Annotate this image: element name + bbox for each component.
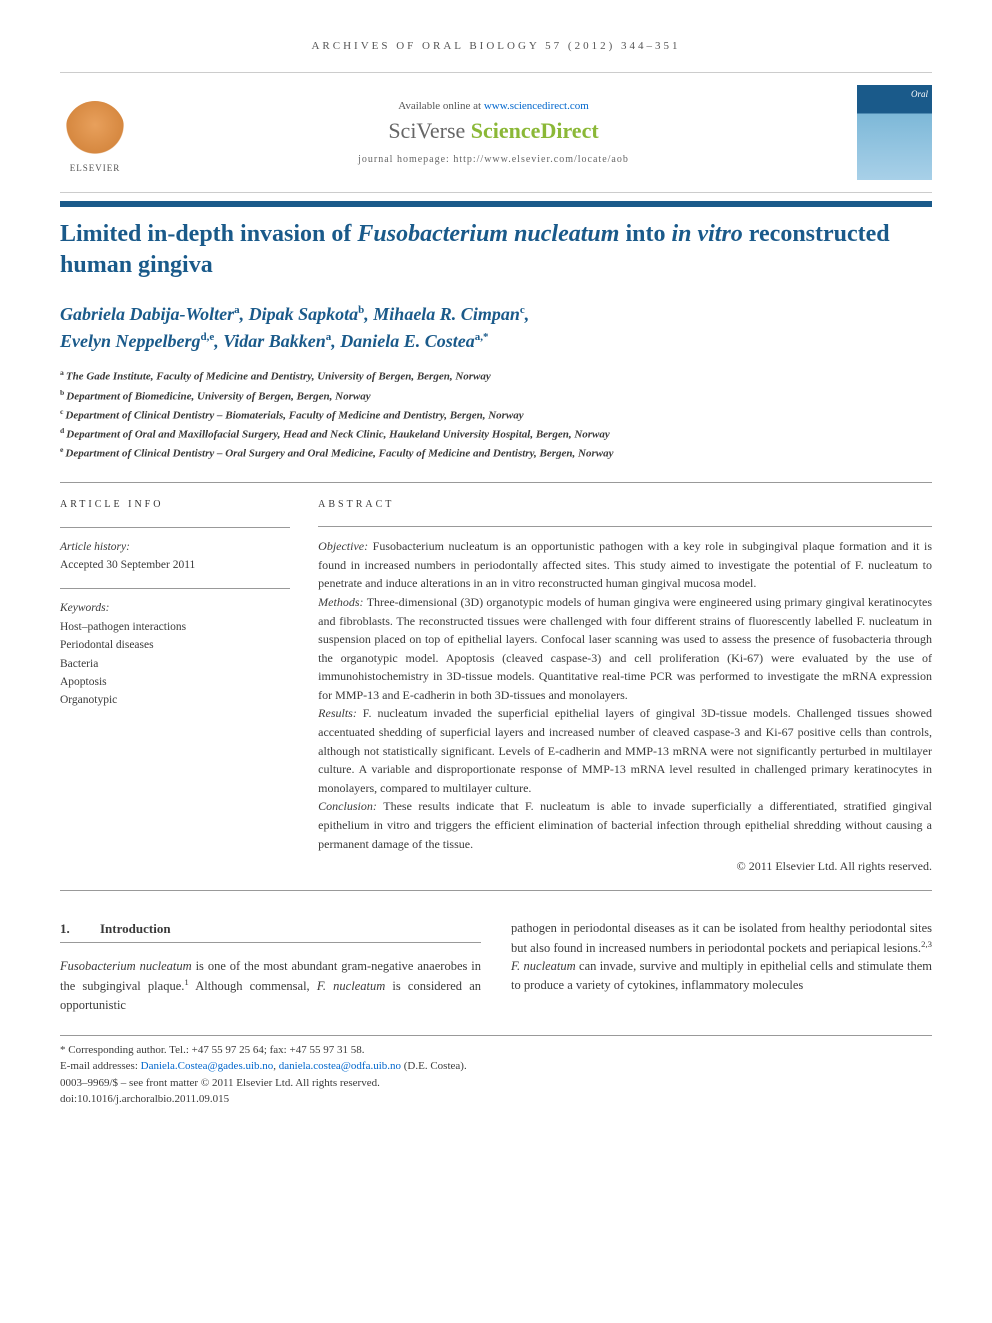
- author: Vidar Bakkena: [223, 331, 331, 351]
- journal-header: ARCHIVES OF ORAL BIOLOGY 57 (2012) 344–3…: [60, 40, 932, 52]
- title-bar: [60, 201, 932, 207]
- sciverse-logo: SciVerse ScienceDirect: [130, 118, 857, 144]
- abstract-objective: Objective: Fusobacterium nucleatum is an…: [318, 537, 932, 593]
- author: Dipak Sapkotab: [249, 304, 365, 324]
- title-part: Limited in-depth invasion of: [60, 221, 357, 247]
- abstract-conclusion: Conclusion: These results indicate that …: [318, 797, 932, 853]
- abstract-copyright: © 2011 Elsevier Ltd. All rights reserved…: [318, 857, 932, 876]
- keyword: Periodontal diseases: [60, 636, 290, 654]
- article-info-panel: ARTICLE INFO Article history: Accepted 3…: [60, 483, 304, 890]
- accepted-date: Accepted 30 September 2011: [60, 556, 290, 574]
- elsevier-logo: ELSEVIER: [60, 93, 130, 173]
- abstract-panel: ABSTRACT Objective: Fusobacterium nuclea…: [304, 483, 932, 890]
- affiliation: cDepartment of Clinical Dentistry – Biom…: [60, 406, 932, 425]
- body-column-left: 1.Introduction Fusobacterium nucleatum i…: [60, 919, 481, 1015]
- title-italic: Fusobacterium nucleatum: [357, 221, 619, 247]
- keyword: Organotypic: [60, 691, 290, 709]
- author: Evelyn Neppelbergd,e: [60, 331, 214, 351]
- affiliation: aThe Gade Institute, Faculty of Medicine…: [60, 367, 932, 386]
- sciverse-prefix: SciVerse: [388, 118, 470, 143]
- body-paragraph: Fusobacterium nucleatum is one of the mo…: [60, 957, 481, 1014]
- citation-ref[interactable]: 2,3: [921, 939, 932, 949]
- doi-line: doi:10.1016/j.archoralbio.2011.09.015: [60, 1091, 932, 1108]
- elsevier-tree-icon: [65, 101, 125, 161]
- available-prefix: Available online at: [398, 100, 484, 112]
- article-info-heading: ARTICLE INFO: [60, 497, 290, 513]
- author: Gabriela Dabija-Woltera: [60, 304, 240, 324]
- keyword: Host–pathogen interactions: [60, 618, 290, 636]
- body-columns: 1.Introduction Fusobacterium nucleatum i…: [60, 919, 932, 1015]
- author-list: Gabriela Dabija-Woltera, Dipak Sapkotab,…: [60, 301, 932, 355]
- journal-cover-thumbnail: Oral: [857, 85, 932, 180]
- sciencedirect-link[interactable]: www.sciencedirect.com: [484, 100, 589, 112]
- abstract-methods: Methods: Three-dimensional (3D) organoty…: [318, 593, 932, 705]
- sciencedirect-word: ScienceDirect: [471, 118, 599, 143]
- info-abstract-row: ARTICLE INFO Article history: Accepted 3…: [60, 482, 932, 891]
- abstract-heading: ABSTRACT: [318, 497, 932, 513]
- divider: [60, 527, 290, 528]
- issn-line: 0003–9969/$ – see front matter © 2011 El…: [60, 1075, 932, 1092]
- elsevier-label: ELSEVIER: [70, 163, 121, 173]
- available-online-text: Available online at www.sciencedirect.co…: [130, 100, 857, 112]
- keyword: Bacteria: [60, 655, 290, 673]
- section-number: 1.: [60, 919, 100, 939]
- journal-homepage: journal homepage: http://www.elsevier.co…: [130, 154, 857, 165]
- abstract-results: Results: F. nucleatum invaded the superf…: [318, 704, 932, 797]
- section-heading: 1.Introduction: [60, 919, 481, 944]
- author: Daniela E. Costeaa,*: [340, 331, 488, 351]
- page-container: ARCHIVES OF ORAL BIOLOGY 57 (2012) 344–3…: [0, 0, 992, 1148]
- body-paragraph: pathogen in periodontal diseases as it c…: [511, 919, 932, 995]
- divider: [60, 588, 290, 589]
- corresponding-author: * Corresponding author. Tel.: +47 55 97 …: [60, 1042, 932, 1059]
- divider: [318, 526, 932, 527]
- cover-title: Oral: [911, 89, 928, 99]
- email-line: E-mail addresses: Daniela.Costea@gades.u…: [60, 1058, 932, 1075]
- title-italic: in vitro: [671, 221, 742, 247]
- email-link[interactable]: daniela.costea@odfa.uib.no: [279, 1060, 401, 1072]
- section-title: Introduction: [100, 921, 171, 936]
- affiliation-list: aThe Gade Institute, Faculty of Medicine…: [60, 367, 932, 463]
- article-title: Limited in-depth invasion of Fusobacteri…: [60, 219, 932, 281]
- affiliation: bDepartment of Biomedicine, University o…: [60, 387, 932, 406]
- affiliation: dDepartment of Oral and Maxillofacial Su…: [60, 425, 932, 444]
- author: Mihaela R. Cimpanc: [373, 304, 524, 324]
- footer-info: * Corresponding author. Tel.: +47 55 97 …: [60, 1035, 932, 1108]
- history-label: Article history:: [60, 538, 290, 556]
- banner-center: Available online at www.sciencedirect.co…: [130, 100, 857, 165]
- email-link[interactable]: Daniela.Costea@gades.uib.no: [141, 1060, 274, 1072]
- title-part: into: [619, 221, 671, 247]
- body-column-right: pathogen in periodontal diseases as it c…: [511, 919, 932, 1015]
- top-banner: ELSEVIER Available online at www.science…: [60, 72, 932, 193]
- affiliation: eDepartment of Clinical Dentistry – Oral…: [60, 444, 932, 463]
- keyword: Apoptosis: [60, 673, 290, 691]
- keywords-label: Keywords:: [60, 599, 290, 617]
